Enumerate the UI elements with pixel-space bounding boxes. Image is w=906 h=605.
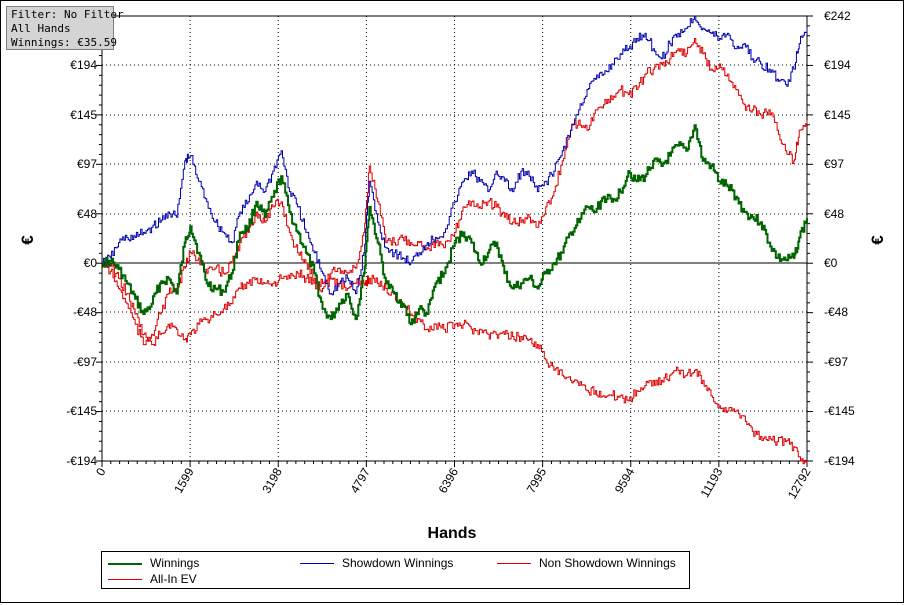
x-tick-label: 11193 <box>698 465 726 500</box>
legend-swatch-winnings <box>108 563 142 565</box>
y-tick-label-left: €97 <box>77 157 97 171</box>
axes: -€194 -€194 -€145 -€145 -€97 -€97 -€48 -€48 €0 €0… <box>66 9 855 501</box>
plot-area <box>101 15 808 462</box>
x-tick-label: 9594 <box>612 465 638 495</box>
legend: Winnings Showdown Winnings Non Showdown … <box>101 551 690 589</box>
y-tick-label-right: €194 <box>824 58 851 72</box>
x-tick-label: 1599 <box>171 465 197 495</box>
y-tick-label-right: €242 <box>824 9 851 23</box>
y-tick-label-right: -€97 <box>824 355 848 369</box>
x-axis-title: Hands <box>428 525 477 542</box>
legend-label-all-in-ev: All-In EV <box>150 572 197 586</box>
series-line-showdown-winnings <box>102 15 808 296</box>
legend-label-showdown: Showdown Winnings <box>342 556 454 570</box>
legend-swatch-all-in-ev <box>108 579 142 580</box>
x-tick-label: 0 <box>93 465 109 478</box>
y-axis-title-right: € <box>868 235 887 245</box>
y-tick-label-left: -€145 <box>66 404 97 418</box>
y-tick-label-right: €97 <box>824 157 844 171</box>
filter-info-box: Filter: No Filter All Hands Winnings: €3… <box>6 6 124 50</box>
series-lines <box>102 15 808 465</box>
y-tick-label-right: €0 <box>824 256 838 270</box>
series-line-winnings <box>102 124 808 326</box>
winnings-total-label: Winnings: €35.59 <box>11 36 117 49</box>
y-tick-label-left: €0 <box>84 256 98 270</box>
y-tick-label-left: €145 <box>70 108 97 122</box>
y-tick-label-left: €48 <box>77 207 97 221</box>
x-tick-label: 6396 <box>436 465 462 495</box>
series-line-all-in-ev <box>102 38 808 346</box>
x-tick-label: 3198 <box>259 465 285 495</box>
y-axis-title-left: € <box>18 235 37 245</box>
x-tick-label: 4797 <box>347 465 373 495</box>
legend-label-non-showdown: Non Showdown Winnings <box>539 556 676 570</box>
x-tick-label: 7995 <box>524 465 550 495</box>
y-tick-label-left: -€48 <box>73 305 97 319</box>
y-tick-label-right: -€48 <box>824 305 848 319</box>
y-tick-label-left: -€97 <box>73 355 97 369</box>
y-tick-label-left: -€194 <box>66 454 97 468</box>
y-tick-label-right: €145 <box>824 108 851 122</box>
grid <box>102 15 807 462</box>
x-tick-label: 12792 <box>785 465 814 501</box>
legend-label-winnings: Winnings <box>150 556 200 570</box>
series-line-non-showdown-winnings <box>102 261 808 465</box>
filter-label: Filter: No Filter <box>11 8 124 21</box>
y-tick-label-right: -€194 <box>824 454 855 468</box>
y-tick-label-left: €194 <box>70 58 97 72</box>
legend-swatch-non-showdown <box>497 563 531 564</box>
hands-label: All Hands <box>11 22 71 35</box>
y-tick-label-right: €48 <box>824 207 844 221</box>
y-tick-label-right: -€145 <box>824 404 855 418</box>
legend-swatch-showdown <box>300 563 334 564</box>
